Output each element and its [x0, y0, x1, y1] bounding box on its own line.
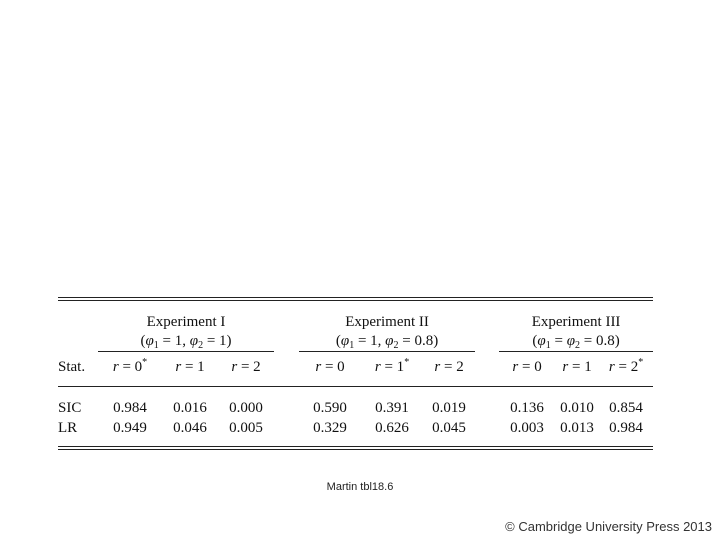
table-cell: 0.016: [173, 400, 207, 416]
table-cell: 0.046: [173, 420, 207, 436]
experiment-params: (φ1 = 1, φ2 = 1): [140, 333, 232, 351]
table-cell: 0.391: [375, 400, 409, 416]
copyright-notice: © Cambridge University Press 2013: [505, 519, 712, 534]
experiment-params: (φ1 = 1, φ2 = 0.8): [335, 333, 439, 351]
table-bottom-rule: [58, 446, 653, 450]
table-cell: 0.003: [510, 420, 544, 436]
experiment-params: (φ1 = φ2 = 0.8): [532, 333, 620, 351]
table-cell: 0.000: [229, 400, 263, 416]
condition-header: r = 2: [218, 351, 275, 386]
table-row: SIC 0.984 0.016 0.000 0.590 0.391 0.019 …: [58, 387, 653, 418]
stat-column-header: Stat.: [58, 358, 86, 375]
table-cell: 0.854: [609, 400, 643, 416]
experiment-header-1: Experiment I (φ1 = 1, φ2 = 1): [98, 301, 274, 352]
table-cell: 0.136: [510, 400, 544, 416]
experiment-header-2: Experiment II (φ1 = 1, φ2 = 0.8): [299, 301, 475, 352]
table-cell: 0.329: [313, 420, 347, 436]
table-cell: 0.590: [313, 400, 347, 416]
header-rule: [58, 386, 653, 387]
table-cell: 0.010: [560, 400, 594, 416]
condition-header: r = 1*: [361, 351, 424, 386]
condition-header: r = 0: [499, 351, 556, 386]
experiment-header-3: Experiment III (φ1 = φ2 = 0.8): [499, 301, 653, 352]
condition-header: r = 1: [162, 351, 218, 386]
table-caption: Martin tbl18.6: [326, 481, 394, 493]
table-cell: 0.013: [560, 420, 594, 436]
row-label: LR: [58, 420, 78, 436]
experiment-title: Experiment I: [146, 314, 226, 330]
condition-header: r = 1: [555, 351, 600, 386]
condition-header: r = 2*: [599, 351, 654, 386]
table-cell: 0.045: [432, 420, 466, 436]
condition-header: r = 0*: [98, 351, 162, 386]
condition-header: r = 0: [299, 351, 362, 386]
table-cell: 0.984: [609, 420, 643, 436]
table-cell: 0.949: [113, 420, 147, 436]
experiment-title: Experiment III: [531, 314, 621, 330]
results-table: Experiment I (φ1 = 1, φ2 = 1) Experiment…: [58, 297, 654, 450]
table-cell: 0.984: [113, 400, 147, 416]
experiment-title: Experiment II: [345, 314, 429, 330]
table-top-rule: [58, 297, 653, 301]
table-cell: 0.019: [432, 400, 466, 416]
table-cell: 0.626: [375, 420, 409, 436]
row-label: SIC: [58, 400, 82, 416]
table-cell: 0.005: [229, 420, 263, 436]
table-row: LR 0.949 0.046 0.005 0.329 0.626 0.045 0…: [58, 418, 653, 446]
condition-header: r = 2: [423, 351, 476, 386]
